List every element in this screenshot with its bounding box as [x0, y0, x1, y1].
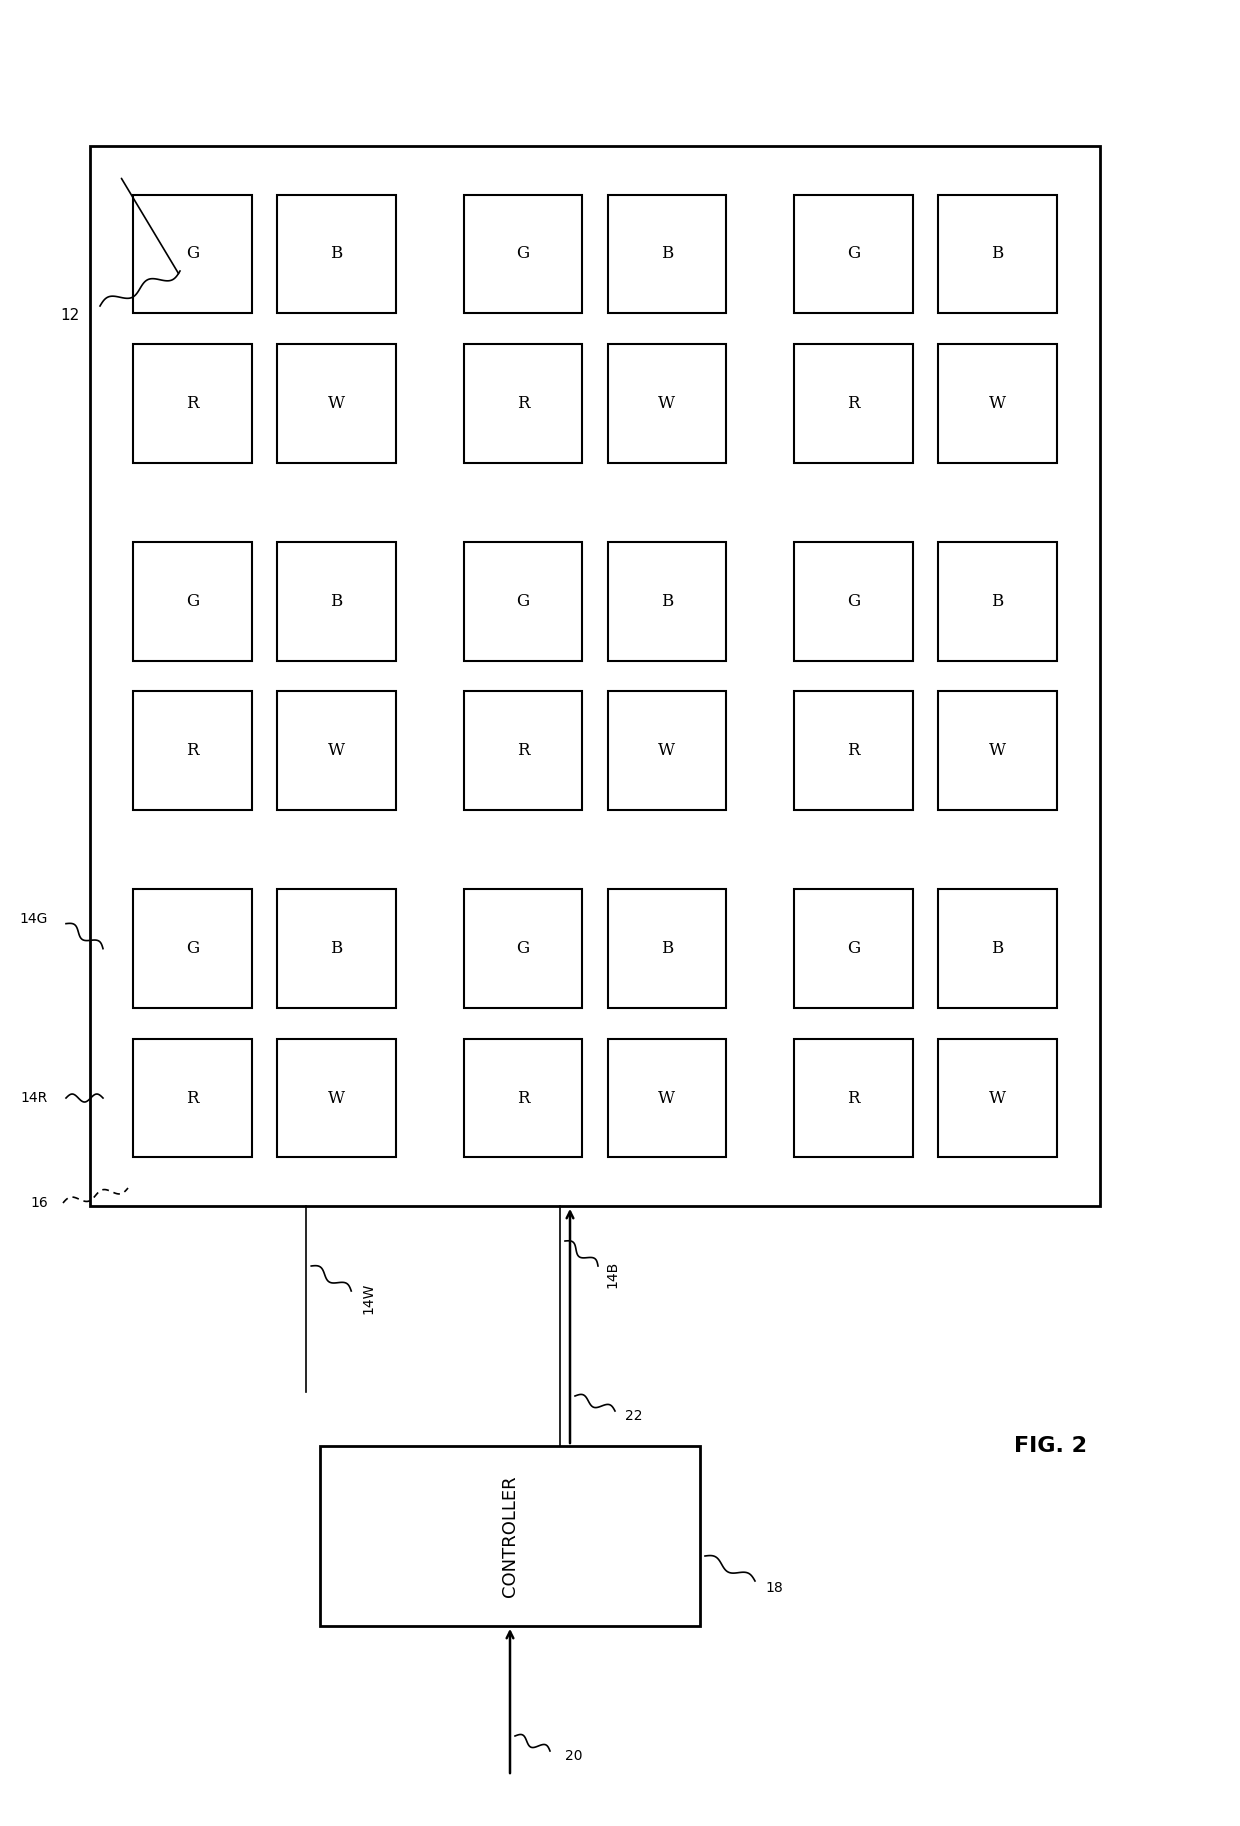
FancyBboxPatch shape: [464, 542, 583, 661]
FancyBboxPatch shape: [795, 343, 913, 462]
Bar: [108, 511, 420, 840]
Bar: [769, 858, 1083, 1189]
FancyBboxPatch shape: [795, 195, 913, 314]
Text: B: B: [330, 245, 342, 263]
Text: G: G: [847, 940, 861, 957]
FancyBboxPatch shape: [277, 889, 396, 1008]
Text: W: W: [658, 1090, 676, 1107]
FancyBboxPatch shape: [133, 889, 252, 1008]
Text: R: R: [186, 1090, 198, 1107]
Text: W: W: [658, 741, 676, 760]
Bar: [108, 164, 420, 493]
Text: CONTROLLER: CONTROLLER: [501, 1475, 520, 1596]
Text: G: G: [517, 940, 529, 957]
FancyBboxPatch shape: [939, 692, 1056, 811]
FancyBboxPatch shape: [939, 343, 1056, 462]
FancyBboxPatch shape: [608, 542, 727, 661]
Text: B: B: [661, 245, 673, 263]
FancyBboxPatch shape: [320, 1446, 701, 1625]
FancyBboxPatch shape: [795, 889, 913, 1008]
FancyBboxPatch shape: [795, 692, 913, 811]
Bar: [439, 511, 751, 840]
Text: G: G: [186, 593, 198, 610]
FancyBboxPatch shape: [277, 343, 396, 462]
FancyBboxPatch shape: [608, 343, 727, 462]
FancyBboxPatch shape: [91, 146, 1100, 1205]
Bar: [439, 858, 751, 1189]
Bar: [769, 164, 1083, 493]
Text: 20: 20: [565, 1749, 583, 1762]
FancyBboxPatch shape: [608, 692, 727, 811]
Text: 18: 18: [765, 1581, 782, 1594]
Text: W: W: [658, 394, 676, 413]
Text: R: R: [186, 394, 198, 413]
FancyBboxPatch shape: [464, 692, 583, 811]
FancyBboxPatch shape: [464, 343, 583, 462]
Text: W: W: [990, 1090, 1006, 1107]
Text: R: R: [847, 741, 861, 760]
Text: 22: 22: [625, 1410, 642, 1422]
Text: W: W: [990, 741, 1006, 760]
Text: W: W: [327, 1090, 345, 1107]
Text: B: B: [330, 940, 342, 957]
Text: 14B: 14B: [605, 1260, 619, 1287]
Text: W: W: [990, 394, 1006, 413]
FancyBboxPatch shape: [133, 692, 252, 811]
Text: R: R: [517, 394, 529, 413]
Text: R: R: [847, 394, 861, 413]
Text: R: R: [186, 741, 198, 760]
FancyBboxPatch shape: [939, 889, 1056, 1008]
Text: G: G: [847, 245, 861, 263]
Bar: [439, 164, 751, 493]
FancyBboxPatch shape: [133, 195, 252, 314]
FancyBboxPatch shape: [464, 195, 583, 314]
Text: G: G: [847, 593, 861, 610]
Text: B: B: [661, 593, 673, 610]
Text: B: B: [992, 593, 1003, 610]
Text: W: W: [327, 394, 345, 413]
FancyBboxPatch shape: [277, 542, 396, 661]
Text: R: R: [847, 1090, 861, 1107]
FancyBboxPatch shape: [277, 195, 396, 314]
Text: 16: 16: [30, 1196, 48, 1211]
Text: 14G: 14G: [20, 911, 48, 926]
Text: FIG. 2: FIG. 2: [1013, 1435, 1086, 1455]
Text: R: R: [517, 741, 529, 760]
FancyBboxPatch shape: [795, 1039, 913, 1158]
FancyBboxPatch shape: [464, 889, 583, 1008]
Text: B: B: [992, 245, 1003, 263]
Text: G: G: [186, 940, 198, 957]
FancyBboxPatch shape: [608, 1039, 727, 1158]
Text: G: G: [517, 593, 529, 610]
Text: B: B: [330, 593, 342, 610]
FancyBboxPatch shape: [277, 1039, 396, 1158]
FancyBboxPatch shape: [939, 542, 1056, 661]
Text: R: R: [517, 1090, 529, 1107]
Bar: [769, 511, 1083, 840]
FancyBboxPatch shape: [795, 542, 913, 661]
FancyBboxPatch shape: [608, 195, 727, 314]
Text: 14R: 14R: [21, 1090, 48, 1105]
Text: G: G: [517, 245, 529, 263]
Text: G: G: [186, 245, 198, 263]
Bar: [108, 858, 420, 1189]
FancyBboxPatch shape: [133, 1039, 252, 1158]
FancyBboxPatch shape: [277, 692, 396, 811]
FancyBboxPatch shape: [133, 343, 252, 462]
FancyBboxPatch shape: [939, 1039, 1056, 1158]
Text: B: B: [661, 940, 673, 957]
FancyBboxPatch shape: [464, 1039, 583, 1158]
Text: W: W: [327, 741, 345, 760]
Text: B: B: [992, 940, 1003, 957]
Text: 12: 12: [61, 309, 79, 323]
Text: 14W: 14W: [361, 1282, 376, 1313]
FancyBboxPatch shape: [608, 889, 727, 1008]
FancyBboxPatch shape: [939, 195, 1056, 314]
FancyBboxPatch shape: [133, 542, 252, 661]
